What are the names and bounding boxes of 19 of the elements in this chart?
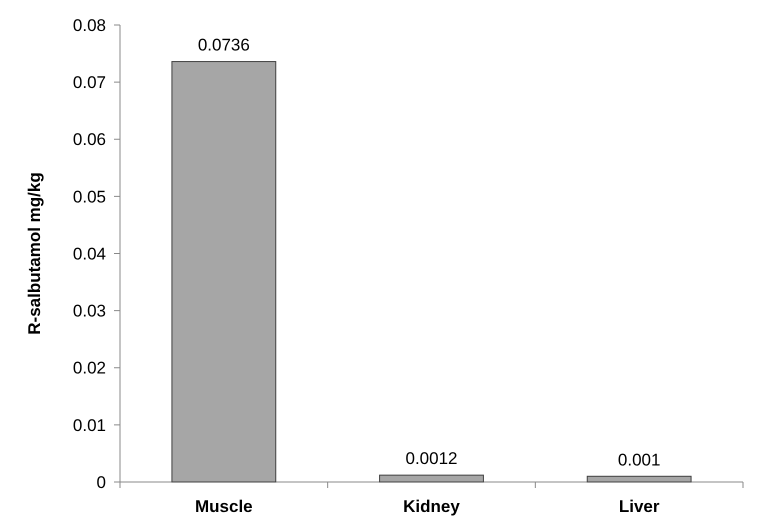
data-label: 0.001 [618,450,660,470]
y-axis-title: R-salbutamol mg/kg [25,172,44,335]
y-tick-label: 0.06 [72,130,106,150]
data-label: 0.0736 [198,36,250,55]
x-tick-label: Kidney [403,497,460,516]
y-tick-label: 0.03 [72,302,106,321]
x-tick-label: Liver [618,497,660,516]
y-tick-label: 0.05 [72,187,106,206]
y-tick-label: 0.04 [72,244,106,264]
y-tick-label: 0.08 [72,16,106,35]
y-tick-label: 0 [96,472,106,492]
bar [586,476,692,482]
y-tick-label: 0.07 [72,73,106,92]
x-tick-label: Muscle [195,497,253,516]
data-label: 0.0012 [406,449,458,468]
bar [171,61,276,482]
y-tick-label: 0.01 [72,416,106,435]
y-tick-label: 0.02 [72,358,106,378]
bar [379,474,484,482]
